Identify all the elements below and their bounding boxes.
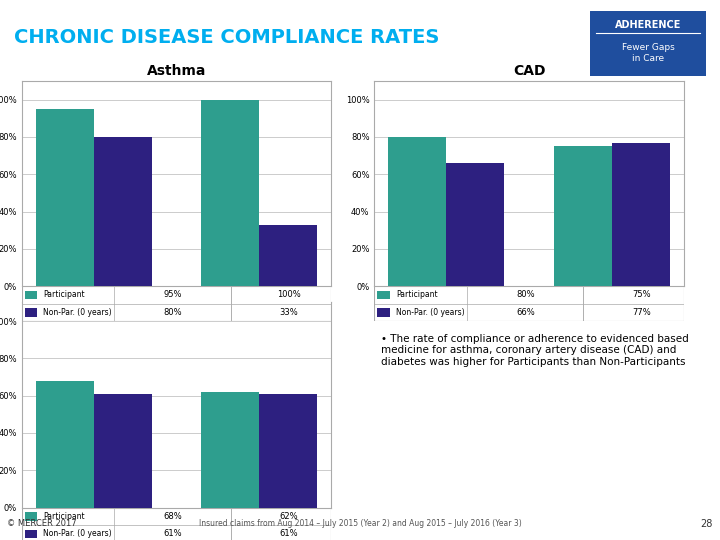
Bar [377, 308, 390, 317]
Text: 61%: 61% [279, 529, 298, 538]
Bar [377, 291, 390, 299]
FancyBboxPatch shape [22, 508, 331, 540]
Title: Diabetes: Diabetes [142, 286, 211, 300]
Bar [201, 392, 259, 508]
Bar [201, 100, 259, 286]
Bar [94, 394, 152, 508]
Title: Asthma: Asthma [147, 64, 206, 78]
Text: Insured claims from Aug 2014 – July 2015 (Year 2) and Aug 2015 – July 2016 (Year: Insured claims from Aug 2014 – July 2015… [199, 519, 521, 528]
Text: 61%: 61% [163, 529, 182, 538]
Text: CHRONIC DISEASE COMPLIANCE RATES: CHRONIC DISEASE COMPLIANCE RATES [14, 28, 440, 48]
Text: Participant: Participant [43, 512, 85, 521]
Text: 75%: 75% [632, 291, 651, 300]
FancyBboxPatch shape [590, 11, 706, 76]
Bar [259, 225, 317, 286]
Text: ADHERENCE: ADHERENCE [615, 20, 681, 30]
Bar [36, 109, 94, 286]
Title: CAD: CAD [513, 64, 546, 78]
Text: Participant: Participant [43, 291, 85, 300]
Text: 100%: 100% [276, 291, 300, 300]
Text: 28: 28 [701, 519, 713, 529]
Text: Participant: Participant [396, 291, 438, 300]
Text: Fewer Gaps
in Care: Fewer Gaps in Care [621, 43, 675, 63]
Text: 66%: 66% [516, 308, 535, 317]
FancyBboxPatch shape [374, 286, 684, 321]
Text: 68%: 68% [163, 512, 182, 521]
FancyBboxPatch shape [22, 286, 331, 321]
Text: 80%: 80% [516, 291, 535, 300]
Text: Non-Par. (0 years): Non-Par. (0 years) [43, 308, 112, 317]
Text: 62%: 62% [279, 512, 298, 521]
Text: Non-Par. (0 years): Non-Par. (0 years) [396, 308, 464, 317]
Bar [94, 137, 152, 286]
Bar [446, 163, 505, 286]
Bar [612, 143, 670, 286]
Text: Non-Par. (0 years): Non-Par. (0 years) [43, 529, 112, 538]
Bar [259, 394, 317, 508]
Bar [554, 146, 612, 286]
Bar [24, 530, 37, 538]
Text: © MERCER 2017: © MERCER 2017 [7, 519, 77, 528]
Text: 33%: 33% [279, 308, 298, 317]
Bar [389, 137, 446, 286]
Text: 95%: 95% [163, 291, 181, 300]
Text: 80%: 80% [163, 308, 182, 317]
Bar [24, 291, 37, 299]
Bar [24, 308, 37, 317]
Bar [24, 512, 37, 521]
Text: 77%: 77% [632, 308, 651, 317]
Text: • The rate of compliance or adherence to evidenced based medicine for asthma, co: • The rate of compliance or adherence to… [381, 334, 688, 367]
Bar [36, 381, 94, 508]
